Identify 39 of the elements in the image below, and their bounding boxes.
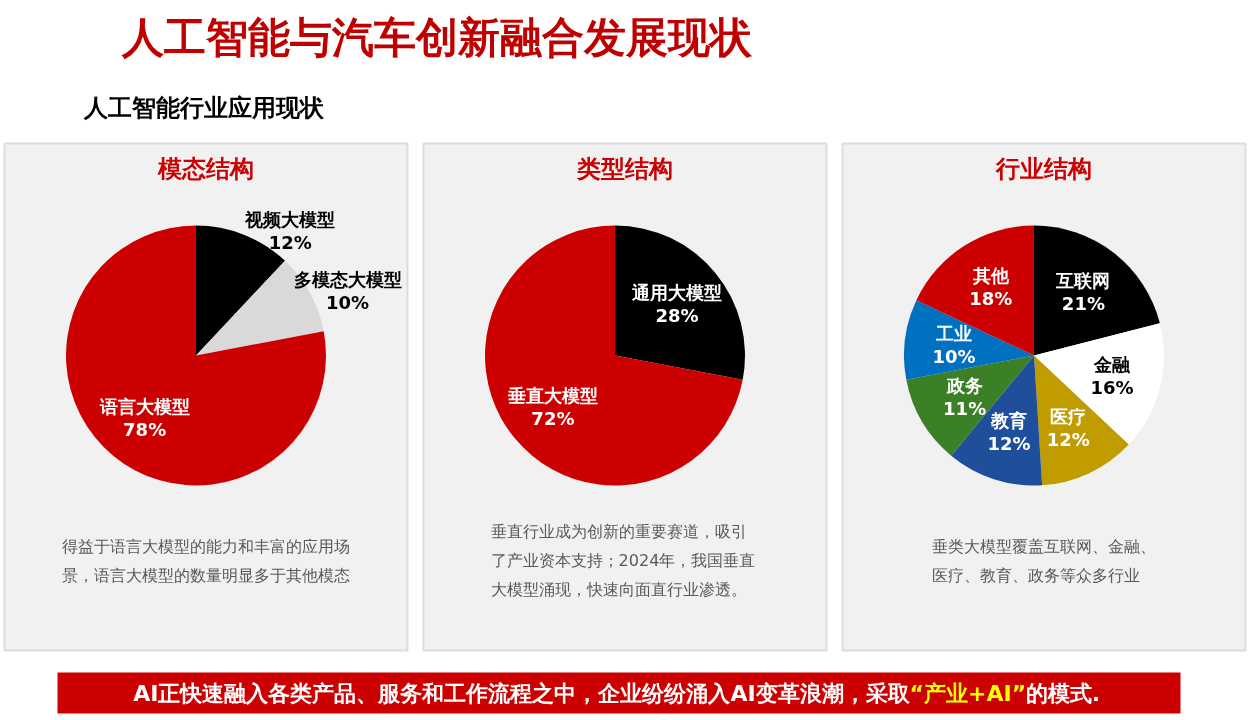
text: 景，语言大模型的数量明显多于其他模态 bbox=[62, 565, 350, 585]
slice-label: 金融 bbox=[1093, 353, 1132, 375]
slice-label: 教育 bbox=[990, 410, 1028, 432]
data-label: 28% bbox=[655, 305, 699, 327]
data-label: 16% bbox=[1090, 376, 1134, 398]
text: 得益于语言大模型的能力和丰富的应用场 bbox=[62, 536, 350, 556]
text: 了产业资本支持；2024年，我国垂直 bbox=[490, 551, 756, 570]
data-label: 21% bbox=[1061, 292, 1105, 314]
text: 大模型涌现，快速向面直行业渗透。 bbox=[490, 580, 747, 599]
data-label: 11% bbox=[943, 397, 987, 419]
text: 医疗、教育、政务等众多行业 bbox=[932, 565, 1140, 585]
text: 的模式. bbox=[1025, 680, 1101, 706]
data-label: 10% bbox=[932, 346, 976, 368]
data-label: 78% bbox=[123, 418, 167, 440]
data-label: 12% bbox=[1046, 429, 1090, 451]
data-label: 12% bbox=[268, 231, 312, 253]
text: 人工智能行业应用现状 bbox=[83, 93, 326, 122]
data-label: 18% bbox=[969, 288, 1013, 310]
text: 垂类大模型覆盖互联网、金融、 bbox=[932, 536, 1156, 556]
slice-label: 政务 bbox=[945, 374, 983, 396]
text: 人工智能与汽车创新融合发展现状 bbox=[120, 13, 753, 62]
slice-label: 工业 bbox=[935, 323, 973, 345]
slice-label: 垂直大模型 bbox=[506, 384, 598, 406]
data-label: 72% bbox=[531, 407, 575, 429]
slice-label: 多模态大模型 bbox=[293, 268, 402, 290]
slice-label: 互联网 bbox=[1055, 269, 1111, 291]
text: 垂直行业成为创新的重要赛道，吸引 bbox=[490, 522, 747, 541]
chart-title: 模态结构 bbox=[157, 154, 254, 183]
text: AI正快速融入各类产品、服务和工作流程之中，企业纷纷涌入AI变革浪潮，采取 bbox=[133, 680, 911, 706]
slice-label: 其他 bbox=[971, 265, 1010, 287]
slice-label: 医疗 bbox=[1050, 406, 1087, 428]
slice-label: 语言大模型 bbox=[98, 395, 190, 417]
slice-label: 通用大模型 bbox=[631, 282, 723, 304]
data-label: 10% bbox=[325, 291, 370, 313]
slice-label: 视频大模型 bbox=[244, 208, 336, 230]
chart-title: 行业结构 bbox=[995, 154, 1092, 183]
chart-title: 类型结构 bbox=[576, 154, 673, 183]
text: “产业+AI” bbox=[909, 680, 1027, 706]
data-label: 12% bbox=[987, 433, 1031, 455]
